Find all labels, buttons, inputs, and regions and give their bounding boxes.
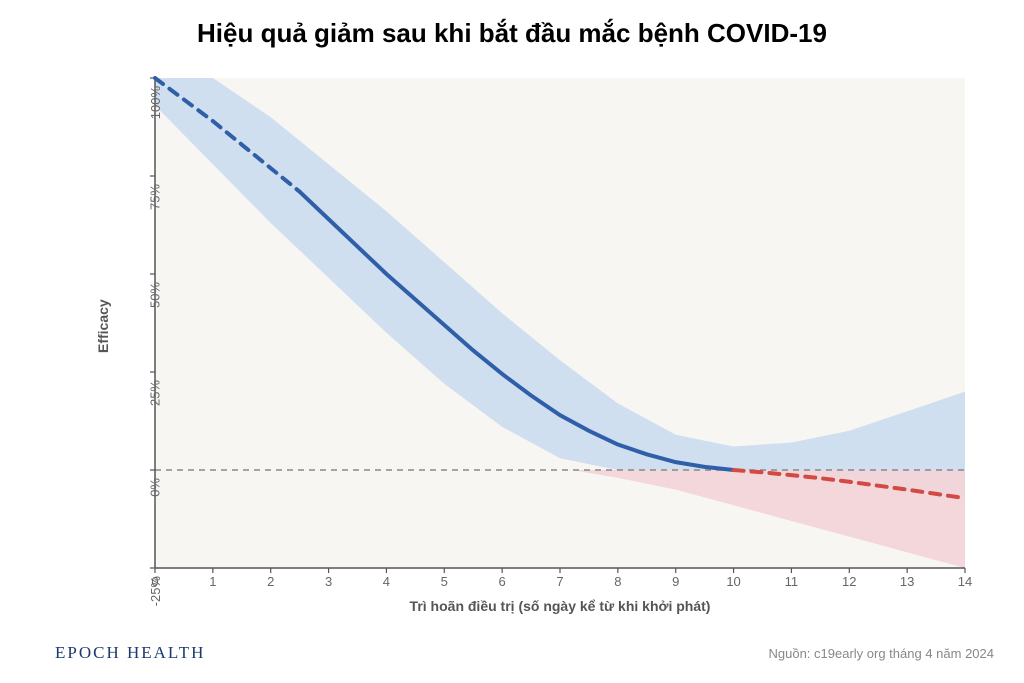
efficacy-chart: Efficacy Trì hoãn điều trị (số ngày kể t…: [155, 78, 965, 568]
x-tick-label: 9: [672, 568, 679, 589]
brand-logo-text: EPOCH HEALTH: [55, 643, 205, 663]
chart-svg: [155, 78, 965, 568]
x-tick-label: 3: [325, 568, 332, 589]
x-tick-label: 5: [441, 568, 448, 589]
y-tick-label: 0%: [148, 470, 163, 497]
page-title: Hiệu quả giảm sau khi bắt đầu mắc bệnh C…: [0, 0, 1024, 49]
x-tick-label: 10: [726, 568, 740, 589]
x-tick-label: 12: [842, 568, 856, 589]
x-tick-label: 4: [383, 568, 390, 589]
x-tick-label: 0: [151, 568, 158, 589]
y-tick-label: 75%: [148, 176, 163, 210]
source-attribution: Nguồn: c19early org tháng 4 năm 2024: [769, 646, 995, 661]
x-tick-label: 8: [614, 568, 621, 589]
x-tick-label: 6: [499, 568, 506, 589]
x-tick-label: 1: [209, 568, 216, 589]
x-axis-label: Trì hoãn điều trị (số ngày kể từ khi khở…: [155, 598, 965, 614]
x-tick-label: 13: [900, 568, 914, 589]
x-tick-label: 11: [785, 568, 799, 589]
y-tick-label: 25%: [148, 372, 163, 406]
x-tick-label: 7: [556, 568, 563, 589]
y-axis-label: Efficacy: [95, 299, 111, 353]
y-tick-label: 100%: [148, 78, 163, 119]
y-tick-label: 50%: [148, 274, 163, 308]
x-tick-label: 14: [958, 568, 972, 589]
ci-lower-neg-band: [572, 470, 965, 568]
x-tick-label: 2: [267, 568, 274, 589]
